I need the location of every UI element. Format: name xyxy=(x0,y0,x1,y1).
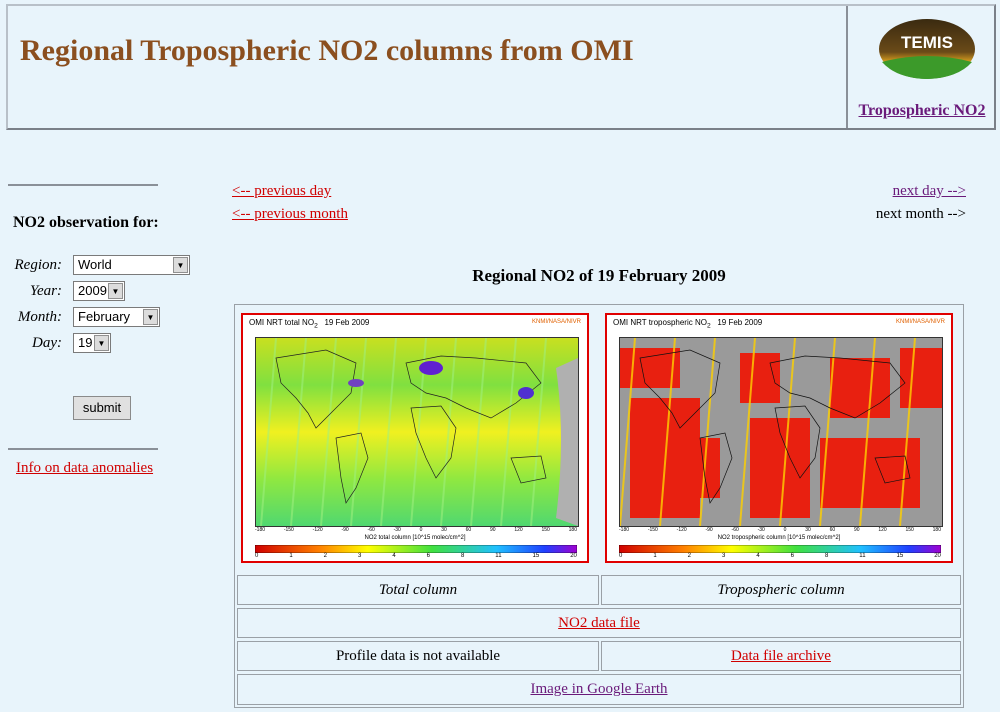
longitude-ticks: -180 -150 -120 -90 -60 -30 0 30 60 90 120 150 18… xyxy=(619,527,941,533)
google-earth-link[interactable]: Image in Google Earth xyxy=(530,681,668,697)
tropospheric-column-world-map xyxy=(619,337,943,527)
data-file-archive-link[interactable]: Data file archive xyxy=(731,648,831,664)
chevron-down-icon: ▼ xyxy=(108,283,123,299)
previous-day-link[interactable]: <-- previous day xyxy=(232,183,332,199)
tropospheric-no2-link[interactable]: Tropospheric NO2 xyxy=(858,102,986,119)
month-select-value: February xyxy=(78,309,131,324)
page-title: Regional Tropospheric NO2 columns from O… xyxy=(20,34,634,67)
map-credit: KNMI/NASA/NIVR xyxy=(895,319,945,325)
results-table: OMI NRT total NO2 19 Feb 2009 KNMI/NASA/… xyxy=(234,304,964,708)
data-anomalies-link[interactable]: Info on data anomalies xyxy=(16,460,154,476)
year-label: Year: xyxy=(30,283,62,299)
map-axis-label: NO2 tropospheric column [10^15 molec/cm^… xyxy=(717,535,841,541)
month-label: Month: xyxy=(17,309,62,325)
colorbar xyxy=(619,545,941,553)
header-logo-cell: TEMIS Tropospheric NO2 xyxy=(850,6,994,128)
map-axis-label: NO2 total column [10^15 molec/cm^2] xyxy=(364,535,466,541)
svg-text:TEMIS: TEMIS xyxy=(901,33,953,52)
region-select[interactable]: World ▼ xyxy=(73,255,190,275)
map-header: OMI NRT tropospheric NO2 19 Feb 2009 xyxy=(613,318,763,330)
colorbar xyxy=(255,545,577,553)
chevron-down-icon: ▼ xyxy=(143,309,158,325)
day-select-value: 19 xyxy=(78,335,93,350)
sidebar-divider-top xyxy=(8,184,158,186)
total-column-world-map xyxy=(255,337,579,527)
chevron-down-icon: ▼ xyxy=(94,335,109,351)
total-column-caption: Total column xyxy=(237,575,599,605)
google-earth-cell: Image in Google Earth xyxy=(237,674,961,705)
region-label: Region: xyxy=(14,257,62,273)
tropospheric-column-image-cell: OMI NRT tropospheric NO2 19 Feb 2009 KNM… xyxy=(599,305,963,575)
regional-title: Regional NO2 of 19 February 2009 xyxy=(472,266,726,285)
map-credit: KNMI/NASA/NIVR xyxy=(531,319,581,325)
temis-logo[interactable]: TEMIS xyxy=(878,18,976,80)
page-header: Regional Tropospheric NO2 columns from O… xyxy=(6,4,996,130)
day-label: Day: xyxy=(32,335,62,351)
submit-button[interactable]: submit xyxy=(73,396,131,420)
tropospheric-column-caption: Tropospheric column xyxy=(601,575,961,605)
next-month-text: next month --> xyxy=(875,206,966,222)
total-column-map[interactable]: OMI NRT total NO2 19 Feb 2009 KNMI/NASA/… xyxy=(241,313,589,563)
sidebar-heading: NO2 observation for: xyxy=(13,214,159,231)
region-select-value: World xyxy=(78,257,112,272)
year-select-value: 2009 xyxy=(78,283,107,298)
day-select[interactable]: 19 ▼ xyxy=(73,333,111,353)
archive-cell: Data file archive xyxy=(601,641,961,671)
longitude-ticks: -180 -150 -120 -90 -60 -30 0 30 60 90 120 150 18… xyxy=(255,527,577,533)
year-select[interactable]: 2009 ▼ xyxy=(73,281,125,301)
previous-month-link[interactable]: <-- previous month xyxy=(232,206,348,222)
month-select[interactable]: February ▼ xyxy=(73,307,160,327)
next-day-link[interactable]: next day --> xyxy=(892,183,966,199)
profile-data-cell: Profile data is not available xyxy=(237,641,599,671)
chevron-down-icon: ▼ xyxy=(173,257,188,273)
tropospheric-column-map[interactable]: OMI NRT tropospheric NO2 19 Feb 2009 KNM… xyxy=(605,313,953,563)
total-column-image-cell: OMI NRT total NO2 19 Feb 2009 KNMI/NASA/… xyxy=(235,305,599,575)
data-file-cell: NO2 data file xyxy=(237,608,961,638)
map-header: OMI NRT total NO2 19 Feb 2009 xyxy=(249,318,370,330)
header-title-cell: Regional Tropospheric NO2 columns from O… xyxy=(8,6,848,128)
sidebar-divider-bottom xyxy=(8,448,158,450)
no2-data-file-link[interactable]: NO2 data file xyxy=(558,615,640,631)
